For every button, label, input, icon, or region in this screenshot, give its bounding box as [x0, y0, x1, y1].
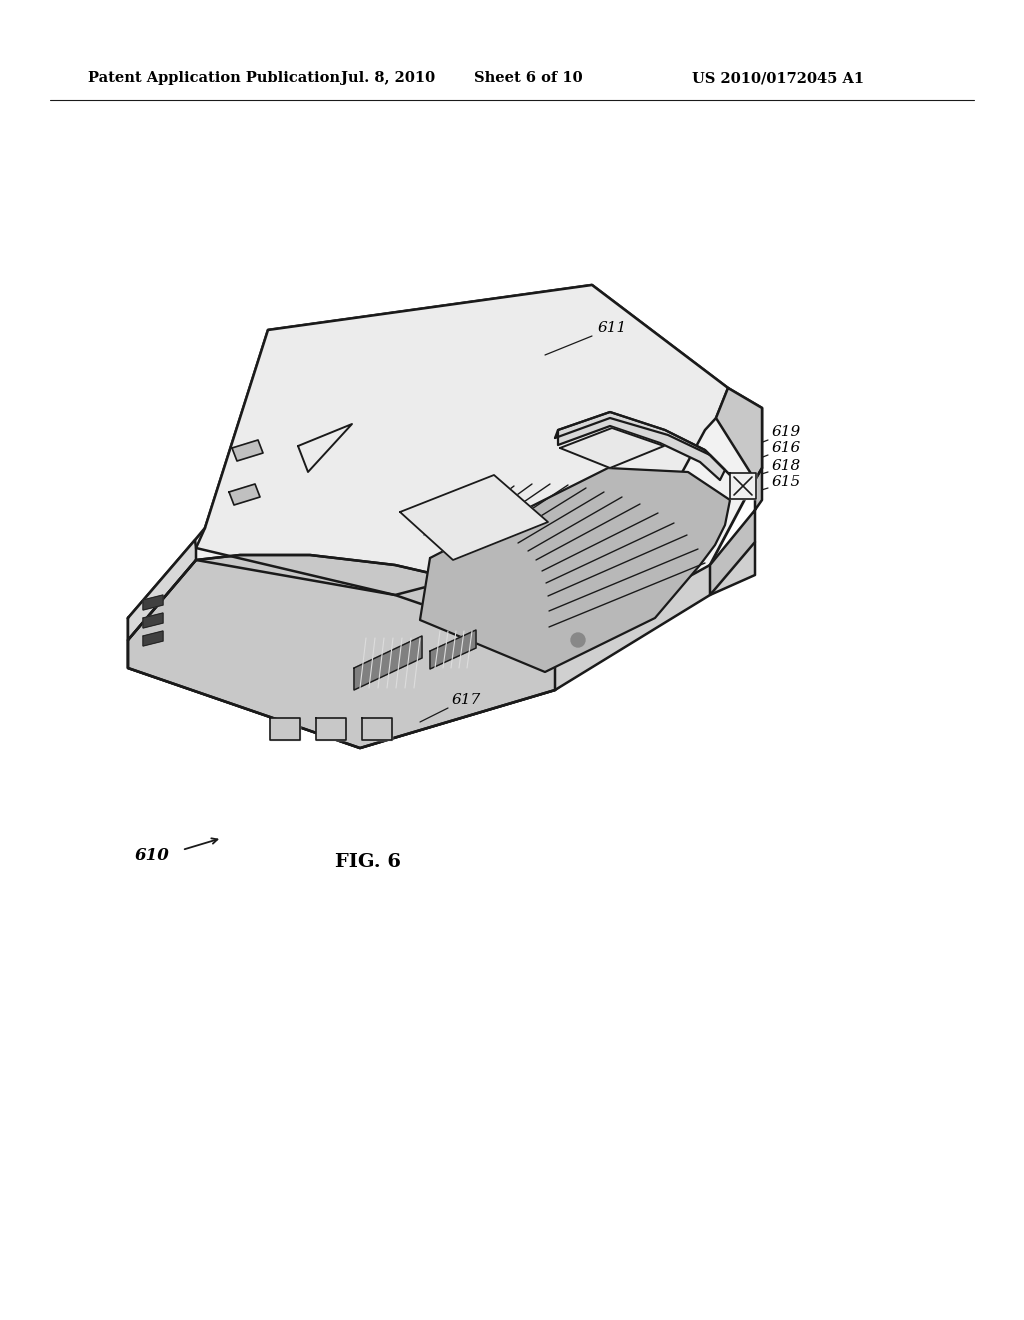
Text: 620: 620 — [572, 615, 601, 630]
Polygon shape — [196, 285, 728, 595]
Text: 611: 611 — [598, 321, 628, 335]
Polygon shape — [730, 473, 756, 499]
Polygon shape — [560, 428, 664, 469]
Polygon shape — [229, 484, 260, 506]
Text: Jul. 8, 2010: Jul. 8, 2010 — [341, 71, 435, 84]
Polygon shape — [128, 285, 762, 748]
Circle shape — [571, 634, 585, 647]
Text: 610: 610 — [134, 846, 169, 863]
Polygon shape — [558, 412, 725, 480]
Polygon shape — [716, 388, 762, 480]
Polygon shape — [143, 595, 163, 610]
Polygon shape — [128, 543, 755, 748]
Polygon shape — [362, 718, 392, 741]
Text: 616: 616 — [772, 441, 801, 455]
Polygon shape — [316, 718, 346, 741]
Polygon shape — [270, 718, 300, 741]
Polygon shape — [143, 631, 163, 645]
Polygon shape — [710, 469, 762, 595]
Polygon shape — [555, 412, 730, 475]
Polygon shape — [354, 636, 422, 690]
Polygon shape — [128, 554, 555, 748]
Text: 615: 615 — [772, 475, 801, 488]
Text: Sheet 6 of 10: Sheet 6 of 10 — [474, 71, 583, 84]
Polygon shape — [400, 475, 548, 560]
Polygon shape — [430, 630, 476, 669]
Text: FIG. 6: FIG. 6 — [335, 853, 401, 871]
Polygon shape — [143, 612, 163, 628]
Text: 619: 619 — [772, 425, 801, 440]
Polygon shape — [128, 540, 196, 640]
Text: 617: 617 — [452, 693, 481, 708]
Polygon shape — [232, 440, 263, 461]
Text: 618: 618 — [772, 459, 801, 473]
Text: Patent Application Publication: Patent Application Publication — [88, 71, 340, 84]
Polygon shape — [420, 469, 730, 672]
Text: US 2010/0172045 A1: US 2010/0172045 A1 — [692, 71, 864, 84]
